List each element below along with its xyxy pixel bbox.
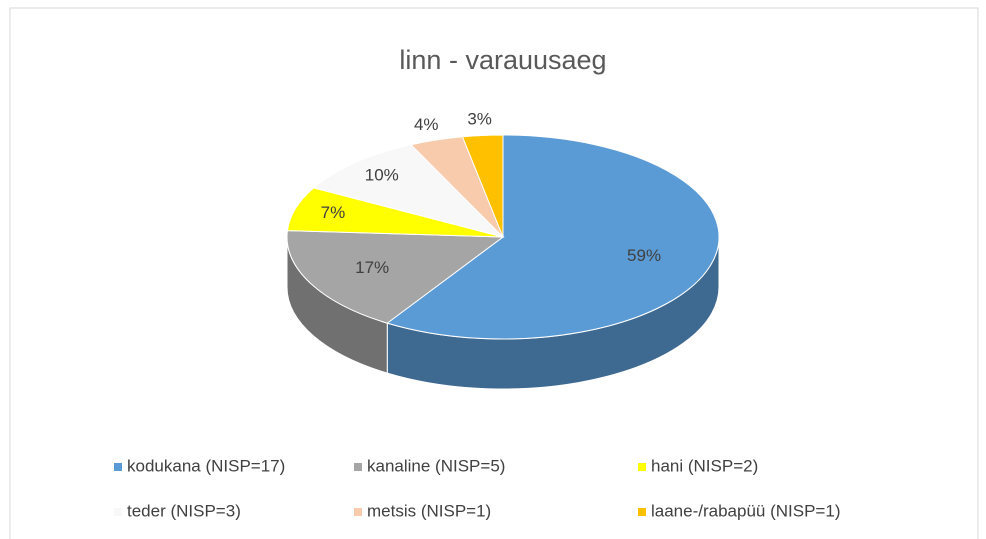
- legend-label: hani (NISP=2): [651, 456, 758, 475]
- legend-marker: [114, 508, 122, 516]
- legend-label: laane-/rabapüü (NISP=1): [651, 501, 840, 520]
- legend-marker: [354, 463, 362, 471]
- slice: [461, 134, 504, 238]
- data-label: 7%: [321, 203, 346, 222]
- legend-marker: [114, 463, 122, 471]
- chart-title: linn - varauusaeg: [399, 45, 606, 75]
- data-label: 59%: [627, 246, 661, 265]
- legend-marker: [638, 463, 646, 471]
- legend-label: teder (NISP=3): [127, 501, 241, 520]
- slice: [286, 230, 505, 324]
- data-label: 10%: [365, 166, 399, 185]
- slice: [312, 144, 505, 238]
- data-label: 17%: [355, 258, 389, 277]
- legend-marker: [354, 508, 362, 516]
- legend-label: kanaline (NISP=5): [367, 456, 505, 475]
- legend-label: metsis (NISP=1): [367, 501, 491, 520]
- slice: [386, 134, 720, 340]
- data-label: 4%: [414, 115, 439, 134]
- legend-marker: [638, 508, 646, 516]
- data-label: 3%: [467, 110, 492, 129]
- legend-label: kodukana (NISP=17): [127, 456, 285, 475]
